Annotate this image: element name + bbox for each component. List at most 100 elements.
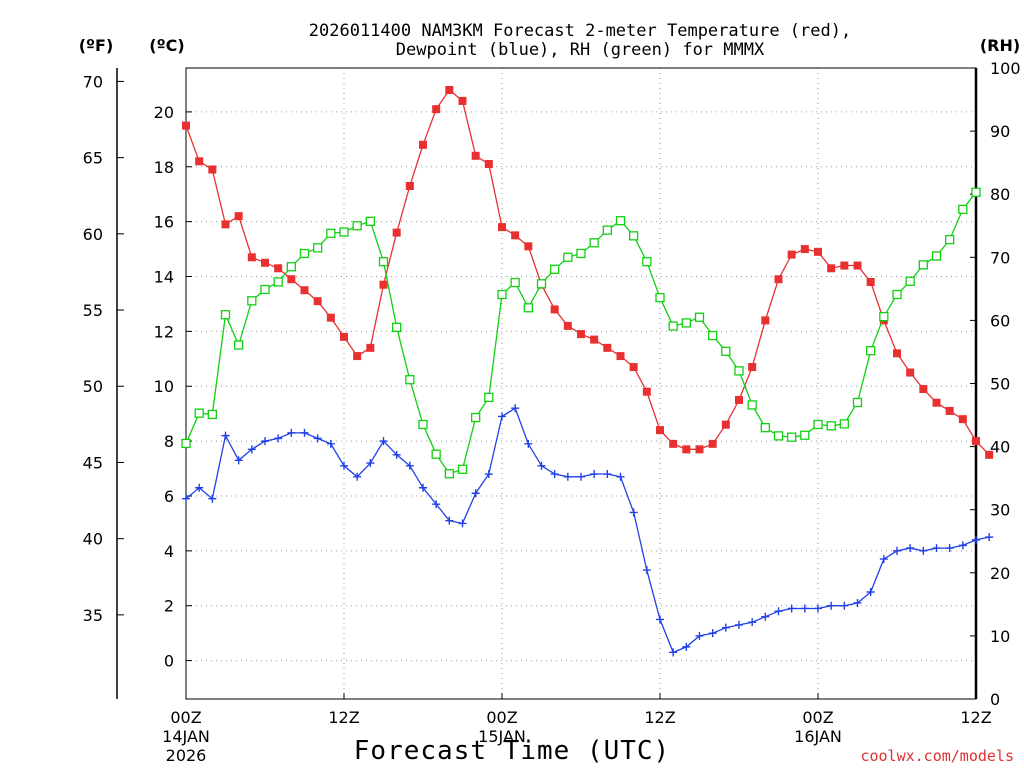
data-point bbox=[813, 419, 823, 430]
data-point bbox=[379, 280, 388, 289]
data-point bbox=[458, 96, 467, 105]
chart-title-line1: 2026011400 NAM3KM Forecast 2-meter Tempe… bbox=[309, 21, 851, 41]
celsius-tick-label: 20 bbox=[154, 103, 174, 122]
data-point bbox=[511, 404, 520, 413]
fahrenheit-tick-label: 65 bbox=[83, 149, 103, 168]
data-point bbox=[972, 437, 980, 446]
rh-tick-label: 20 bbox=[990, 564, 1010, 583]
data-point bbox=[972, 535, 980, 544]
chart-series bbox=[181, 85, 994, 657]
data-point bbox=[826, 421, 836, 431]
data-point bbox=[524, 242, 533, 251]
data-point bbox=[669, 439, 678, 448]
data-point bbox=[300, 286, 309, 295]
data-point bbox=[906, 544, 915, 553]
data-point bbox=[260, 284, 270, 295]
celsius-unit-label: (ºC) bbox=[149, 36, 184, 55]
data-point bbox=[681, 318, 691, 328]
data-point bbox=[497, 289, 507, 300]
data-point bbox=[814, 247, 822, 256]
data-point bbox=[563, 252, 573, 262]
data-point bbox=[445, 85, 454, 94]
data-point bbox=[221, 220, 230, 229]
x-tick-label-time: 12Z bbox=[644, 708, 675, 727]
data-point bbox=[682, 445, 691, 454]
data-point bbox=[615, 216, 626, 226]
data-point bbox=[313, 243, 323, 253]
data-point bbox=[392, 450, 401, 459]
data-point bbox=[656, 426, 664, 435]
data-point bbox=[893, 546, 901, 555]
data-point bbox=[550, 470, 559, 479]
data-point bbox=[444, 469, 454, 479]
data-point bbox=[195, 157, 204, 166]
data-point bbox=[405, 181, 414, 190]
rh-tick-label: 100 bbox=[990, 59, 1021, 78]
data-point bbox=[958, 541, 967, 550]
data-point bbox=[445, 516, 454, 525]
data-point bbox=[774, 275, 783, 284]
data-point bbox=[958, 204, 968, 214]
data-point bbox=[958, 415, 967, 424]
x-tick-label-date: 15JAN bbox=[478, 727, 526, 746]
data-point bbox=[879, 555, 888, 564]
data-point bbox=[629, 231, 639, 241]
x-tick-label-time: 00Z bbox=[170, 708, 201, 727]
data-point bbox=[721, 346, 731, 356]
rh-tick-label: 40 bbox=[990, 438, 1010, 457]
fahrenheit-tick-label: 50 bbox=[83, 377, 103, 396]
data-point bbox=[550, 264, 560, 274]
chart-axes bbox=[116, 67, 978, 700]
data-point bbox=[721, 623, 730, 632]
data-point bbox=[299, 248, 310, 259]
data-point bbox=[419, 140, 427, 149]
data-point bbox=[234, 212, 243, 221]
series-line bbox=[185, 407, 990, 654]
data-point bbox=[669, 648, 678, 657]
data-point bbox=[326, 228, 336, 238]
data-point bbox=[932, 398, 941, 407]
fahrenheit-tick-label: 40 bbox=[83, 530, 103, 549]
data-point bbox=[787, 250, 796, 259]
celsius-tick-label: 8 bbox=[164, 432, 174, 451]
x-tick-label-date: 16JAN bbox=[794, 727, 842, 746]
data-point bbox=[616, 352, 625, 361]
data-point bbox=[392, 228, 401, 237]
data-point bbox=[919, 384, 928, 393]
data-point bbox=[800, 245, 809, 254]
data-point bbox=[918, 260, 928, 270]
series-dewpoint bbox=[182, 404, 994, 657]
data-point bbox=[378, 257, 389, 267]
data-point bbox=[721, 420, 730, 429]
data-point bbox=[366, 343, 375, 352]
data-point bbox=[590, 335, 599, 344]
data-point bbox=[708, 330, 718, 341]
data-point bbox=[550, 305, 559, 314]
series-relative-humidity bbox=[181, 187, 981, 479]
data-point bbox=[274, 434, 283, 443]
data-point bbox=[432, 500, 441, 509]
data-point bbox=[656, 615, 664, 624]
data-point bbox=[523, 303, 533, 313]
data-point bbox=[827, 264, 836, 273]
data-point bbox=[340, 461, 348, 470]
data-point bbox=[524, 439, 533, 448]
data-point bbox=[379, 437, 388, 446]
data-point bbox=[708, 629, 717, 638]
data-point bbox=[221, 431, 230, 440]
data-point bbox=[642, 257, 652, 267]
data-point bbox=[774, 607, 783, 616]
data-point bbox=[760, 423, 770, 433]
data-point bbox=[734, 366, 744, 376]
data-point bbox=[563, 321, 572, 330]
data-point bbox=[852, 397, 863, 408]
fahrenheit-tick-label: 45 bbox=[83, 453, 103, 472]
x-tick-label-time: 12Z bbox=[328, 708, 359, 727]
data-point bbox=[853, 261, 862, 270]
data-point bbox=[220, 310, 231, 320]
data-point bbox=[405, 461, 414, 470]
rh-tick-label: 0 bbox=[990, 690, 1000, 709]
data-point bbox=[603, 343, 612, 352]
data-point bbox=[748, 363, 757, 372]
rh-tick-label: 30 bbox=[990, 501, 1010, 520]
